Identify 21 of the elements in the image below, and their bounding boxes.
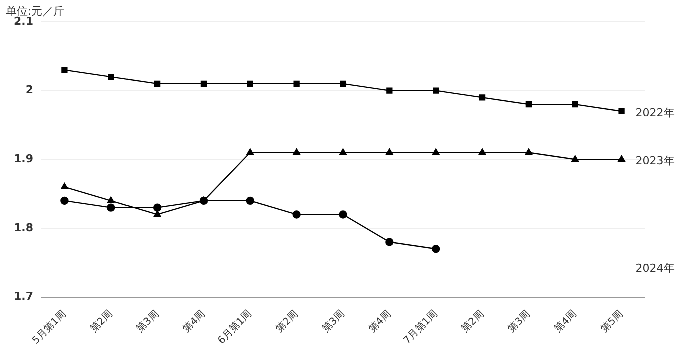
- y-tick-label: 2: [26, 84, 34, 97]
- series-label: 2023年: [636, 154, 675, 168]
- text: 2024年: [636, 262, 675, 275]
- x-tick-label: 5月第1周: [30, 308, 69, 347]
- series-label: 2022年: [636, 106, 675, 120]
- x-tick-label: 第3周: [506, 308, 533, 336]
- x-tick-label: 7月第1周: [401, 308, 440, 347]
- x-tick-label: 第4周: [366, 308, 394, 336]
- y-axis-title: 单位:元／斤: [6, 4, 65, 18]
- x-tick-label: 第4周: [552, 308, 580, 336]
- y-tick-label: 1.7: [14, 290, 34, 304]
- x-tick-label: 第2周: [88, 308, 116, 336]
- y-tick-label: 1.8: [14, 221, 34, 234]
- x-tick-label: 6月第1周: [216, 308, 254, 347]
- x-tick-label: 第3周: [320, 308, 348, 336]
- y-tick-label: 1.9: [14, 152, 34, 166]
- x-tick-label: 第3周: [134, 308, 162, 336]
- x-tick-label: 第5周: [598, 308, 626, 336]
- x-tick-label: 第2周: [459, 308, 486, 336]
- x-tick-label: 第2周: [274, 308, 301, 336]
- x-tick-label: 第4周: [180, 308, 208, 336]
